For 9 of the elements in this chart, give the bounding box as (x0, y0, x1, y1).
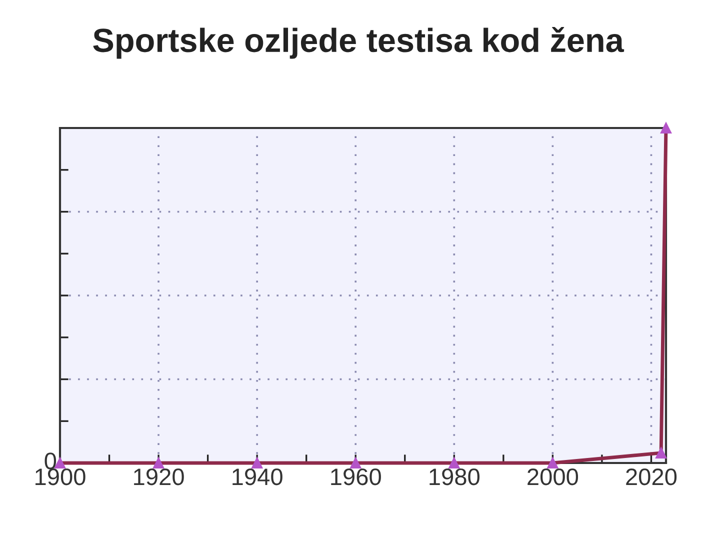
x-tick-label: 1960 (331, 468, 381, 486)
text: 0 (44, 452, 56, 470)
x-tick-label: 1980 (430, 468, 480, 486)
x-tick-label: 1920 (134, 468, 184, 486)
x-tick-label: 1900 (36, 468, 86, 486)
x-tick-label: 2000 (528, 468, 578, 486)
chart-title: Sportske ozljede testisa kod žena (93, 27, 624, 59)
x-tick-label: 1940 (232, 468, 282, 486)
x-tick-label: 2020 (626, 468, 677, 486)
